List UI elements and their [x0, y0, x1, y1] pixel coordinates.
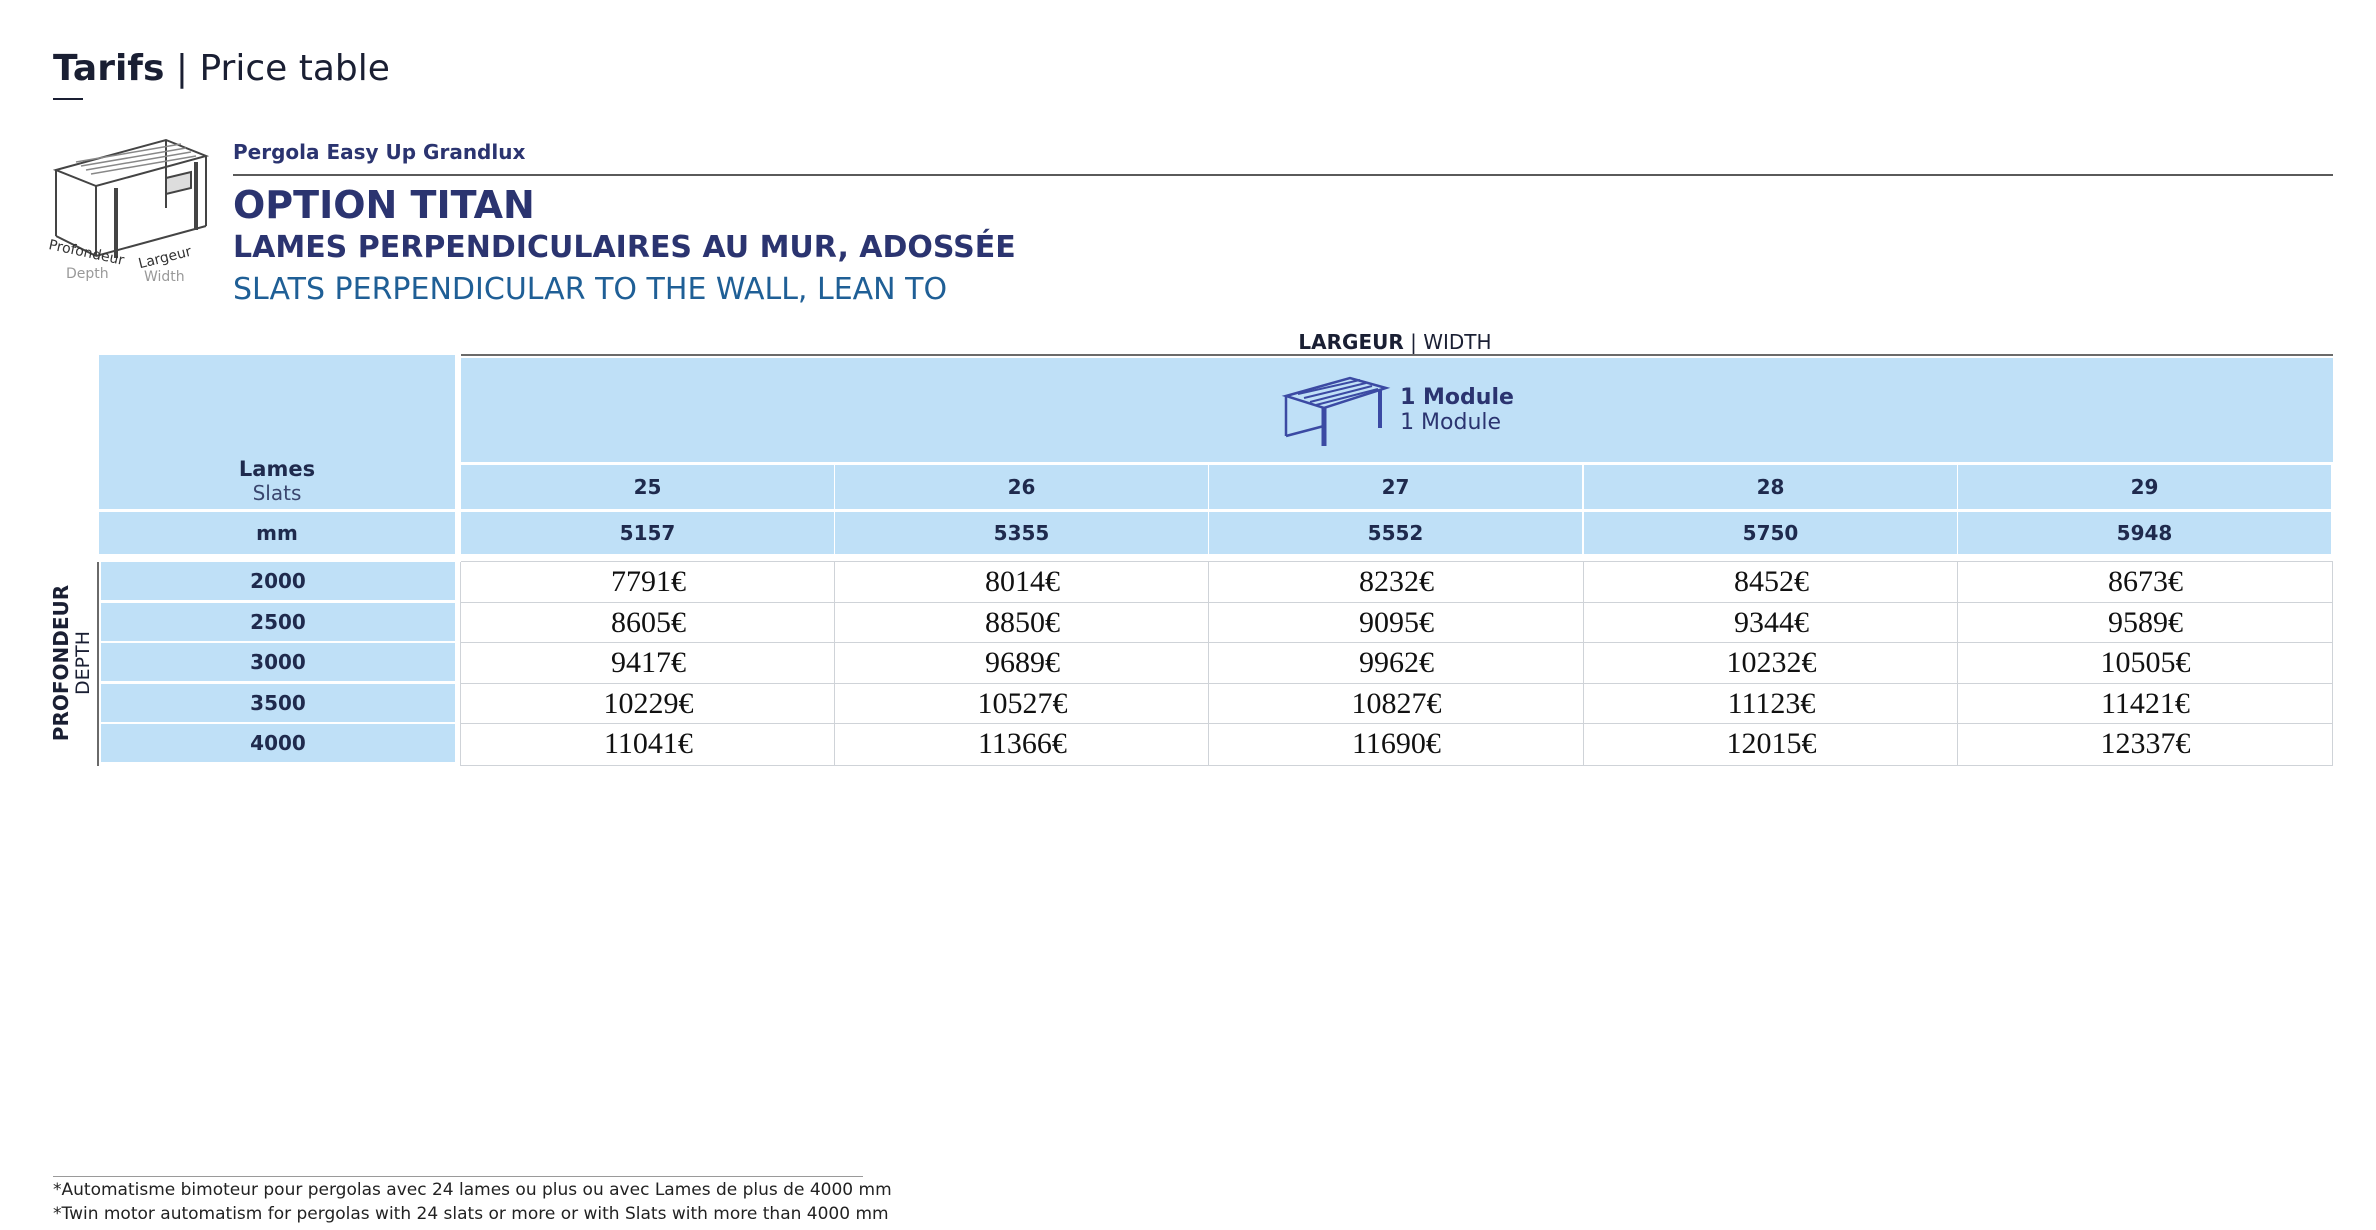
width-divider — [461, 354, 2333, 356]
price-cell: 8605€ — [611, 606, 686, 639]
price-cell: 8673€ — [2108, 565, 2183, 598]
table-grid-line — [461, 765, 2333, 766]
page-title-separator: | — [175, 48, 188, 89]
price-cell: 10229€ — [603, 687, 694, 720]
page-title-rest: Price table — [199, 48, 390, 89]
lames-label: Lames — [238, 457, 316, 481]
option-title: OPTION TITAN — [233, 183, 535, 227]
module-label: 1 Module — [1400, 385, 1514, 410]
table-grid-line — [461, 561, 2333, 562]
module-label-en: 1 Module — [1400, 410, 1502, 435]
slats-header-cell: Lames Slats — [99, 355, 455, 509]
slat-count-header: 26 — [835, 465, 1208, 509]
width-mm-header: 5552 — [1209, 512, 1582, 554]
table-grid-line — [1208, 562, 1209, 766]
table-grid-line — [1583, 562, 1584, 766]
width-mm-header: 5948 — [1958, 512, 2331, 554]
price-cell: 10232€ — [1726, 646, 1817, 679]
width-label-en: WIDTH — [1423, 330, 1492, 354]
table-grid-line — [834, 562, 835, 766]
title-underline — [53, 98, 83, 100]
footnote-divider — [53, 1176, 863, 1177]
pergola-dimension-illustration: Profondeur Depth Largeur Width — [46, 128, 218, 306]
width-label-fr: LARGEUR — [1298, 330, 1404, 354]
pergola-icon — [52, 138, 210, 258]
slats-label: Slats — [252, 481, 302, 505]
subtitle-french: LAMES PERPENDICULAIRES AU MUR, ADOSSÉE — [233, 230, 1016, 265]
footnote-french: *Automatisme bimoteur pour pergolas avec… — [53, 1180, 892, 1200]
width-mm-header: 5157 — [461, 512, 834, 554]
module-pergola-icon — [1281, 376, 1391, 446]
price-cell: 10505€ — [2100, 646, 2191, 679]
price-cell: 11690€ — [1352, 727, 1441, 760]
depth-label-fr: PROFONDEUR — [49, 584, 73, 742]
slat-count-header: 25 — [461, 465, 834, 509]
price-cell: 9417€ — [611, 646, 686, 679]
product-name: Pergola Easy Up Grandlux — [233, 140, 526, 164]
price-cell: 8232€ — [1359, 565, 1434, 598]
depth-row-header: 3500 — [101, 684, 455, 722]
price-cell: 11041€ — [604, 727, 693, 760]
footnote-english: *Twin motor automatism for pergolas with… — [53, 1204, 889, 1224]
mm-header-cell: mm — [99, 512, 455, 554]
price-cell: 8452€ — [1734, 565, 1809, 598]
product-divider — [233, 174, 2333, 176]
slat-count-header: 29 — [1958, 465, 2331, 509]
depth-row-header: 4000 — [101, 724, 455, 762]
slat-count-header: 28 — [1584, 465, 1957, 509]
table-grid-line — [461, 683, 2333, 684]
price-cell: 9689€ — [985, 646, 1060, 679]
price-cell: 9095€ — [1359, 606, 1434, 639]
table-grid-line — [1957, 562, 1958, 766]
table-grid-line — [460, 562, 461, 766]
depth-label-en: DEPTH — [72, 631, 94, 695]
illus-depth-en: Depth — [66, 266, 109, 282]
module-header-cell: 1 Module 1 Module — [461, 358, 2333, 462]
page-title-bold: Tarifs — [53, 48, 165, 89]
slat-count-header: 27 — [1209, 465, 1582, 509]
width-mm-header: 5355 — [835, 512, 1208, 554]
subtitle-english: SLATS PERPENDICULAR TO THE WALL, LEAN TO — [233, 272, 948, 307]
price-cell: 12337€ — [2100, 727, 2191, 760]
price-cell: 8014€ — [985, 565, 1060, 598]
width-mm-header: 5750 — [1584, 512, 1957, 554]
table-grid-line — [461, 642, 2333, 643]
price-cell: 8850€ — [985, 606, 1060, 639]
price-cell: 9962€ — [1359, 646, 1434, 679]
price-cell: 11123€ — [1727, 687, 1816, 720]
depth-row-header: 2500 — [101, 603, 455, 641]
width-axis-label: LARGEUR | WIDTH — [1298, 330, 1492, 354]
price-cell: 10527€ — [977, 687, 1068, 720]
depth-row-header: 3000 — [101, 643, 455, 681]
depth-axis-label: PROFONDEUR DEPTH — [49, 563, 94, 763]
price-cell: 11421€ — [2101, 687, 2190, 720]
depth-divider — [97, 562, 99, 766]
table-grid-line — [461, 723, 2333, 724]
illus-width-en: Width — [144, 269, 185, 285]
table-grid-line — [2332, 562, 2333, 766]
price-cell: 7791€ — [611, 565, 686, 598]
price-cell: 9589€ — [2108, 606, 2183, 639]
page-title: Tarifs | Price table — [53, 48, 390, 89]
price-cell: 11366€ — [978, 727, 1067, 760]
depth-row-header: 2000 — [101, 562, 455, 600]
price-cell: 12015€ — [1726, 727, 1817, 760]
price-cell: 9344€ — [1734, 606, 1809, 639]
table-grid-line — [461, 602, 2333, 603]
price-cell: 10827€ — [1351, 687, 1442, 720]
